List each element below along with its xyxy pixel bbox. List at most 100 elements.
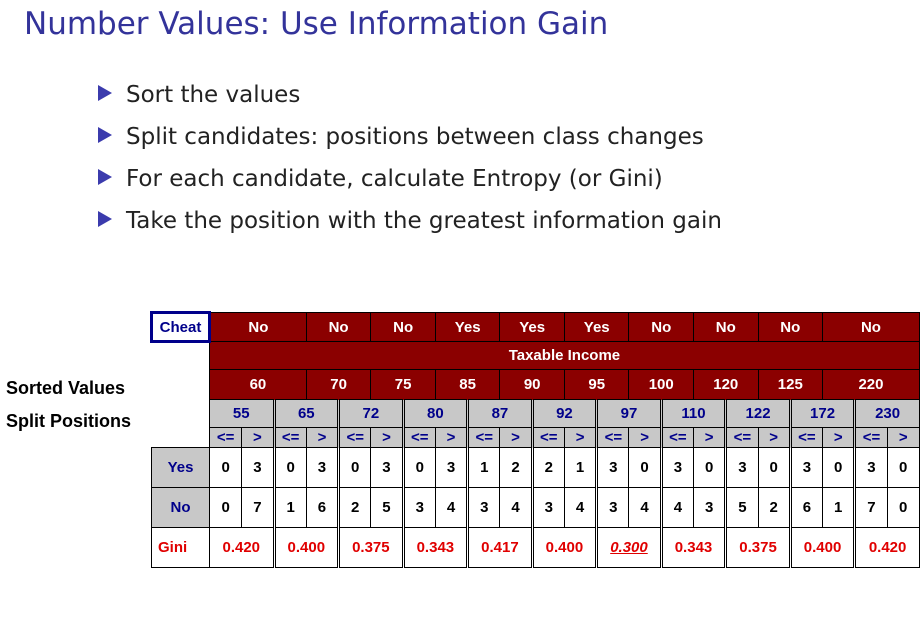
yes-count-gt: 3 — [434, 447, 469, 488]
split-position: 65 — [272, 399, 340, 428]
no-count-gt: 4 — [628, 487, 662, 528]
no-count-gt: 7 — [241, 487, 275, 528]
blank-cell — [151, 399, 210, 428]
no-label: No — [151, 487, 210, 528]
cheat-value: No — [757, 312, 824, 342]
yes-count-gt: 3 — [305, 447, 340, 488]
gt-header: > — [305, 427, 340, 448]
gt-header: > — [370, 427, 404, 448]
yes-count-gt: 3 — [370, 447, 404, 488]
split-position: 97 — [595, 399, 662, 428]
no-count-le: 3 — [466, 487, 501, 528]
cheat-value: No — [305, 312, 372, 342]
best-gini-value: 0.300 — [610, 539, 648, 556]
slide-title: Number Values: Use Information Gain — [24, 6, 609, 42]
gini-number: 0.375 — [739, 539, 777, 556]
bullet-item: Take the position with the greatest info… — [98, 206, 722, 248]
gt-header: > — [886, 427, 920, 448]
gini-number: 0.343 — [416, 539, 455, 556]
cheat-value: Yes — [563, 312, 630, 342]
cheat-value: Yes — [434, 312, 501, 342]
sorted-value: 85 — [434, 369, 501, 400]
yes-count-gt: 0 — [757, 447, 791, 488]
split-position: 172 — [788, 399, 856, 428]
gini-value: 0.400 — [272, 527, 340, 568]
gini-label: Gini — [151, 527, 210, 568]
no-count-gt: 4 — [563, 487, 598, 528]
no-count-le: 4 — [659, 487, 695, 528]
attribute-header: Taxable Income — [209, 341, 920, 370]
sorted-value: 75 — [370, 369, 436, 400]
split-position: 122 — [724, 399, 791, 428]
no-count-le: 3 — [530, 487, 565, 528]
yes-count-le: 1 — [466, 447, 501, 488]
gini-split-table: Cheat No No No Yes Yes Yes No No No No Taxable Inco… — [150, 311, 920, 568]
gini-number: 0.375 — [352, 539, 390, 556]
yes-count-gt: 1 — [563, 447, 598, 488]
gini-number: 0.400 — [803, 539, 842, 556]
gt-header: > — [692, 427, 727, 448]
gt-header: > — [757, 427, 791, 448]
gini-number: 0.400 — [545, 539, 584, 556]
split-positions-label: Split Positions — [6, 411, 132, 431]
gini-value: 0.375 — [724, 527, 791, 568]
yes-count-le: 3 — [595, 447, 630, 488]
sorted-value: 70 — [305, 369, 372, 400]
bullet-item: Split candidates: positions between clas… — [98, 122, 722, 164]
no-count-gt: 6 — [305, 487, 340, 528]
yes-count-gt: 3 — [241, 447, 275, 488]
le-header: <= — [272, 427, 307, 448]
triangle-bullet-icon — [98, 127, 112, 143]
split-position: 92 — [530, 399, 598, 428]
gt-header: > — [499, 427, 533, 448]
le-header: <= — [595, 427, 630, 448]
le-header: <= — [208, 427, 243, 448]
blank-cell — [151, 341, 210, 370]
split-position: 87 — [466, 399, 533, 428]
gini-value: 0.375 — [337, 527, 404, 568]
le-header: <= — [659, 427, 695, 448]
gt-header: > — [628, 427, 662, 448]
triangle-bullet-icon — [98, 85, 112, 101]
cheat-value: No — [628, 312, 694, 342]
le-header: <= — [724, 427, 759, 448]
gini-value: 0.400 — [788, 527, 856, 568]
gini-value: 0.343 — [401, 527, 469, 568]
blank-cell — [151, 369, 210, 400]
yes-count-le: 0 — [337, 447, 372, 488]
gini-number: 0.343 — [674, 539, 713, 556]
no-count-gt: 2 — [757, 487, 791, 528]
le-header: <= — [530, 427, 565, 448]
bullet-item: Sort the values — [98, 80, 722, 122]
sorted-values-label: Sorted Values — [6, 378, 126, 398]
yes-count-le: 0 — [272, 447, 307, 488]
cheat-value: No — [370, 312, 436, 342]
gini-value: 0.343 — [659, 527, 727, 568]
no-count-le: 3 — [401, 487, 436, 528]
gini-value: 0.420 — [853, 527, 920, 568]
gini-number: 0.417 — [481, 539, 519, 556]
no-count-gt: 1 — [822, 487, 856, 528]
yes-count-le: 2 — [530, 447, 565, 488]
yes-count-gt: 0 — [692, 447, 727, 488]
bullet-item: For each candidate, calculate Entropy (o… — [98, 164, 722, 206]
le-header: <= — [401, 427, 436, 448]
triangle-bullet-icon — [98, 169, 112, 185]
le-header: <= — [788, 427, 824, 448]
gt-header: > — [822, 427, 856, 448]
gini-value: 0.420 — [209, 527, 275, 568]
cheat-value: Yes — [499, 312, 565, 342]
split-position: 72 — [337, 399, 404, 428]
split-position: 230 — [853, 399, 920, 428]
no-count-le: 6 — [788, 487, 824, 528]
yes-count-gt: 2 — [499, 447, 533, 488]
no-count-le: 7 — [853, 487, 888, 528]
sorted-value: 60 — [209, 369, 307, 400]
cheat-value: No — [209, 312, 307, 342]
no-count-le: 0 — [208, 487, 243, 528]
sorted-value: 100 — [628, 369, 694, 400]
triangle-bullet-icon — [98, 211, 112, 227]
no-count-gt: 5 — [370, 487, 404, 528]
yes-count-le: 0 — [208, 447, 243, 488]
le-header: <= — [853, 427, 888, 448]
